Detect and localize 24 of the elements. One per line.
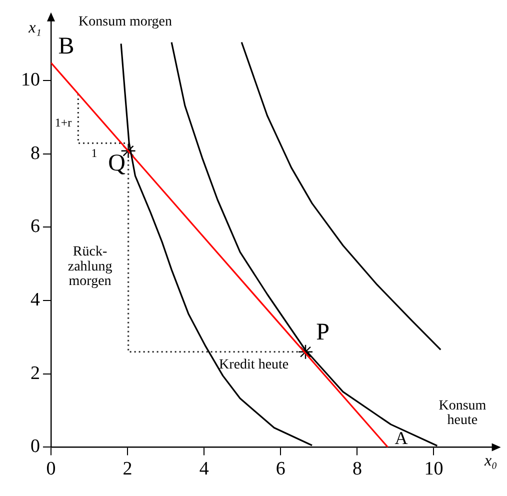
y-tick-label: 0 xyxy=(30,436,40,458)
annotation: Kredit heute xyxy=(219,357,289,372)
annotation: Konsum morgen xyxy=(78,14,172,30)
x-tick-label: 0 xyxy=(46,458,56,480)
annotation: P xyxy=(316,319,330,346)
annotation: 1 xyxy=(91,146,98,160)
y-axis-title: x₁ xyxy=(28,20,42,37)
annotation: A xyxy=(394,428,408,448)
x-tick-label: 8 xyxy=(352,458,362,480)
y-tick-label: 8 xyxy=(30,142,40,164)
y-tick-label: 2 xyxy=(30,362,40,384)
x-tick-label: 2 xyxy=(122,458,132,480)
y-tick-label: 10 xyxy=(21,69,40,90)
y-tick-label: 4 xyxy=(30,289,40,310)
x-tick-label: 4 xyxy=(199,458,210,480)
x-tick-label: 10 xyxy=(424,458,444,480)
annotation: 1+r xyxy=(54,115,72,130)
annotation: Konsum heute xyxy=(438,398,486,428)
annotation: Q xyxy=(108,150,126,177)
x-axis-title: x₀ xyxy=(483,452,498,470)
x-tick-label: 6 xyxy=(276,458,286,480)
y-tick-label: 6 xyxy=(30,216,40,238)
annotation: Rück- zahlung morgen xyxy=(68,244,112,290)
annotation: B xyxy=(58,34,74,60)
